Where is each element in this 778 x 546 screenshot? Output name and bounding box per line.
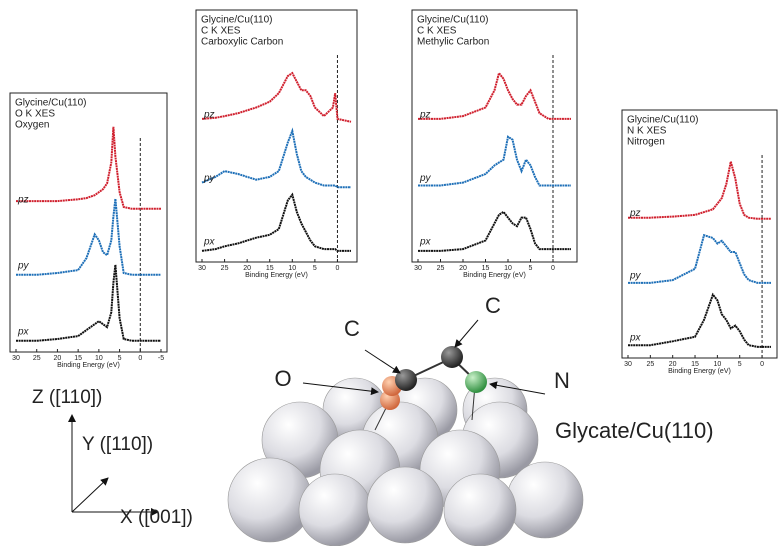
axes-triad: Z ([110]) Y ([110]) X ([001])	[32, 387, 193, 528]
x-tick-label: 10	[288, 265, 296, 272]
x-axis-label: Binding Energy (eV)	[57, 362, 120, 369]
x-tick-label: 20	[243, 265, 251, 272]
x-tick-label: 20	[54, 355, 62, 362]
panel-title: Nitrogen	[627, 137, 665, 148]
x-axis-label: Binding Energy (eV)	[668, 368, 731, 375]
x-tick-label: 20	[459, 265, 467, 272]
series-label: py	[419, 173, 432, 184]
panel-title: C K XES	[201, 26, 241, 37]
atom-label: O	[274, 366, 291, 391]
axis-label: X ([001])	[120, 507, 193, 528]
x-tick-label: 0	[336, 265, 340, 272]
panel-title: Glycine/Cu(110)	[15, 98, 87, 109]
panel-frame	[196, 10, 357, 262]
axis-label: Z ([110])	[32, 387, 102, 408]
panel-frame	[10, 93, 167, 352]
series-label: pz	[203, 109, 215, 120]
spectrum	[418, 137, 571, 186]
x-tick-label: 30	[414, 265, 422, 272]
x-tick-label: 30	[624, 361, 632, 368]
spectrum	[418, 73, 571, 119]
spectrum	[628, 295, 771, 347]
x-tick-label: 10	[504, 265, 512, 272]
panel-title: C K XES	[417, 26, 457, 37]
x-tick-label: 0	[760, 361, 764, 368]
series-label: py	[203, 173, 216, 184]
series-label: pz	[17, 195, 29, 206]
x-tick-label: 10	[713, 361, 721, 368]
spectrum	[628, 235, 771, 283]
series-label: py	[629, 270, 642, 281]
spectrum	[16, 199, 161, 275]
panel-title: Methylic Carbon	[417, 37, 489, 48]
x-axis-label: Binding Energy (eV)	[245, 272, 308, 279]
panel-title: Oxygen	[15, 120, 49, 131]
series-label: pz	[419, 109, 431, 120]
panel-title: O K XES	[15, 109, 55, 120]
spectrum	[202, 195, 351, 251]
x-tick-label: 25	[221, 265, 229, 272]
x-tick-label: 5	[738, 361, 742, 368]
atom-label: C	[344, 316, 360, 341]
atom-label: N	[554, 368, 570, 393]
spectrum	[202, 131, 351, 187]
panel-title: Carboxylic Carbon	[201, 37, 283, 48]
x-tick-label: 30	[198, 265, 206, 272]
series-label: py	[17, 261, 30, 272]
x-tick-label: -5	[158, 355, 164, 362]
x-tick-label: 15	[482, 265, 490, 272]
diagram-title: Glycate/Cu(110)	[555, 418, 714, 443]
series-label: px	[203, 237, 216, 248]
x-tick-label: 30	[12, 355, 20, 362]
surface	[228, 378, 583, 546]
x-tick-label: 15	[691, 361, 699, 368]
panel-title: N K XES	[627, 126, 667, 137]
x-tick-label: 25	[646, 361, 654, 368]
series-label: px	[419, 237, 432, 248]
spectrum	[16, 265, 161, 341]
x-tick-label: 5	[529, 265, 533, 272]
x-tick-label: 15	[266, 265, 274, 272]
panel-title: Glycine/Cu(110)	[417, 15, 489, 26]
atom-label: C	[485, 293, 501, 318]
x-tick-label: 0	[551, 265, 555, 272]
x-tick-label: 5	[118, 355, 122, 362]
panel-title: Glycine/Cu(110)	[627, 115, 699, 126]
x-tick-label: 20	[669, 361, 677, 368]
x-tick-label: 0	[138, 355, 142, 362]
x-tick-label: 15	[74, 355, 82, 362]
series-label: pz	[629, 208, 641, 219]
x-tick-label: 25	[33, 355, 41, 362]
series-label: px	[17, 327, 30, 338]
x-axis-label: Binding Energy (eV)	[463, 272, 526, 279]
figure: Glycine/Cu(110)O K XESOxygen302520151050…	[0, 0, 778, 546]
spectrum	[628, 162, 771, 219]
panel-title: Glycine/Cu(110)	[201, 15, 273, 26]
axis-label: Y ([110])	[82, 434, 153, 455]
x-tick-label: 25	[437, 265, 445, 272]
spectrum	[418, 212, 571, 251]
x-tick-label: 10	[95, 355, 103, 362]
spectrum	[16, 127, 161, 209]
series-label: px	[629, 333, 642, 344]
spectrum	[202, 73, 351, 122]
x-tick-label: 5	[313, 265, 317, 272]
